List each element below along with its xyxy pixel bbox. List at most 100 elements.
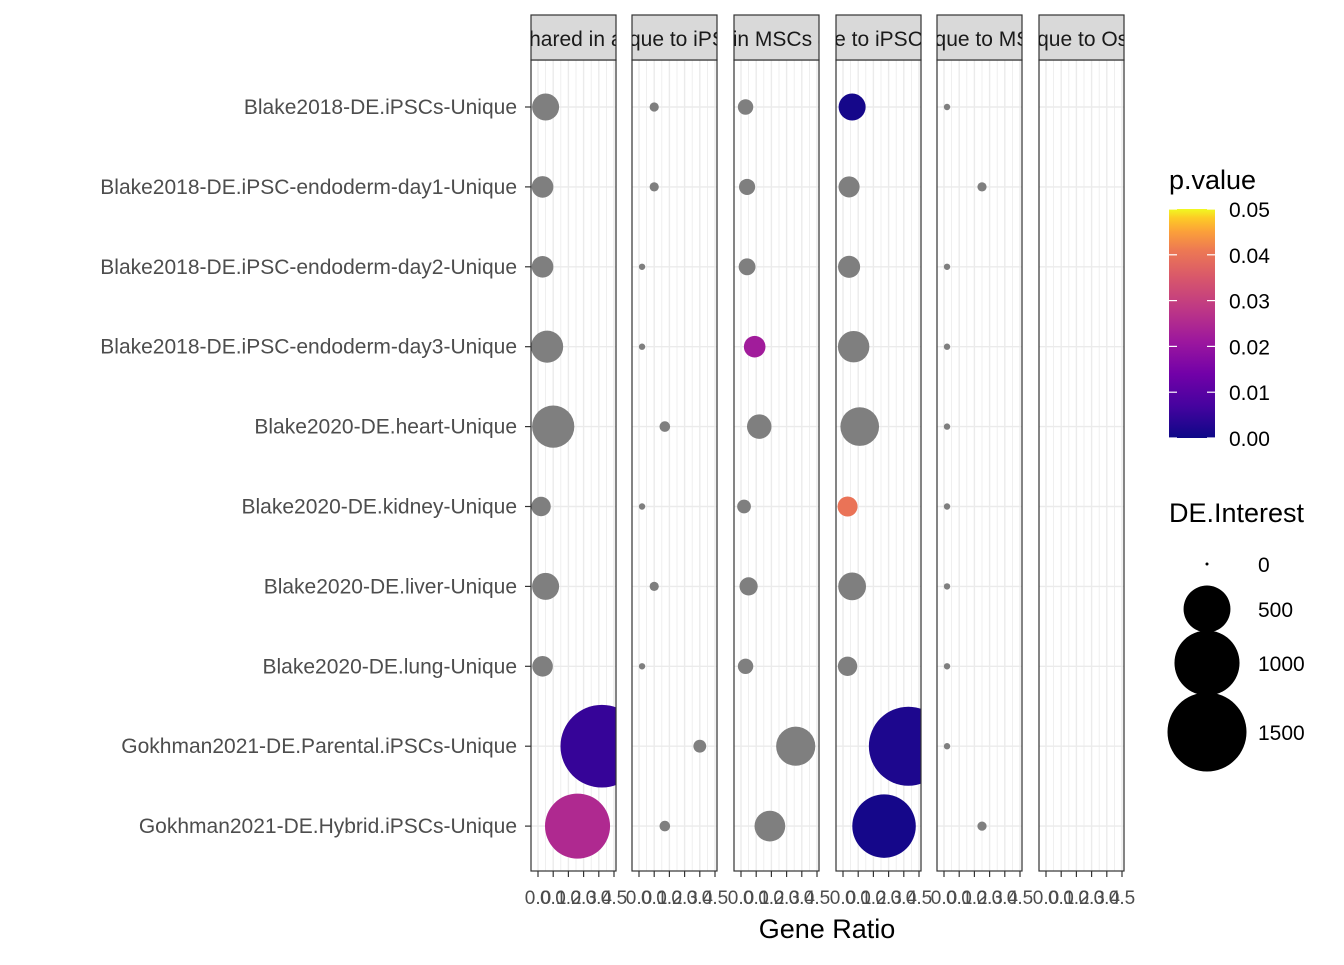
data-point [638,263,646,270]
data-point [838,93,866,121]
panel-background [937,60,1022,871]
color-legend-label: 0.01 [1229,382,1270,405]
panel-points [737,99,816,842]
data-point [560,704,616,788]
color-legend-bar [1169,209,1215,438]
facet-strip [936,14,1023,61]
x-tick-label: 0.5 [601,888,627,909]
x-tick-label: 0.5 [1109,888,1135,909]
data-point [852,794,916,858]
panel-background [632,60,717,871]
data-point [743,335,766,358]
x-tick-label: 0.5 [906,888,932,909]
data-point [531,255,554,278]
data-point [532,93,560,121]
x-tick-label: 0.1 [540,888,566,909]
y-axis-labels: Blake2018-DE.iPSCs-Unique Blake2018-DE.iP… [100,96,531,838]
panel-points [531,93,616,859]
color-legend-label: 0.05 [1229,199,1270,222]
size-legend: DE.Interest 0 500 1000 1500 [1167,498,1305,772]
x-tick-label: 0.4 [992,888,1019,909]
size-legend-key [1183,585,1231,633]
data-point [943,423,951,430]
data-point [837,656,858,677]
data-point [638,503,646,510]
y-tick-label: Blake2018-DE.iPSC-endoderm-day1-Unique [100,176,517,199]
size-legend-title: DE.Interest [1169,498,1305,528]
x-tick-label: 0.2 [1063,888,1089,909]
x-tick-label: 0.5 [804,888,830,909]
data-point [659,421,671,432]
color-legend-label: 0.04 [1229,245,1270,268]
data-point [693,739,707,753]
data-point [638,663,646,670]
size-legend-label: 500 [1258,599,1293,622]
facet-strip-label: Unique to iPSCs [597,28,751,51]
data-point [649,102,659,112]
panel-points [943,103,987,831]
x-tick-label: 0.3 [671,888,697,909]
color-legend-label: 0.03 [1229,291,1270,314]
x-tick-label: 0.2 [555,888,581,909]
data-point [838,255,861,278]
y-tick-label: Blake2020-DE.heart-Unique [254,416,517,439]
data-point [738,258,756,276]
data-point [532,405,575,448]
data-point [943,343,951,350]
data-point [943,263,951,270]
x-tick-label: 0.2 [758,888,784,909]
data-point [737,499,751,514]
size-legend-key [1174,630,1240,696]
size-legend-label: 0 [1258,554,1270,577]
data-point [531,330,564,363]
x-tick-label: 0.1 [845,888,871,909]
facet-strip [1038,14,1125,61]
facet-strip [733,14,820,61]
data-point [659,820,671,832]
x-tick-label: 0.2 [961,888,987,909]
panel-points [837,93,921,858]
data-point [649,182,659,192]
facet-panel: Shared in all 0.00.10.20.30.40.5 [525,14,627,909]
data-point [754,810,786,842]
facet-strip-label: Unique to MSCs [903,28,1056,51]
color-legend-label: 0.02 [1229,336,1270,359]
panel-background [1039,60,1124,871]
x-tick-label: 0.1 [946,888,972,909]
color-legend: p.value 0.05 0.04 0.03 0.02 0.01 0.00 [1169,165,1270,451]
data-point [943,743,951,750]
data-point [838,176,860,198]
data-point [837,330,870,363]
data-point [531,176,554,198]
x-tick-label: 0.4 [789,888,816,909]
y-tick-label: Gokhman2021-DE.Parental.iPSCs-Unique [121,735,517,758]
x-tick-label: 0.3 [875,888,901,909]
y-tick-label: Blake2018-DE.iPSC-endoderm-day3-Unique [100,336,517,359]
y-tick-label: Blake2020-DE.kidney-Unique [242,496,518,519]
data-point [649,581,659,592]
data-point [943,103,951,111]
data-point [737,99,754,115]
data-point [532,572,560,600]
y-tick-label: Blake2020-DE.liver-Unique [264,575,517,598]
y-tick-label: Blake2018-DE.iPSCs-Unique [244,96,517,119]
x-tick-label: 0.0 [525,888,551,909]
x-tick-label: 0.3 [773,888,799,909]
data-point [638,343,646,350]
data-point [977,821,987,831]
x-tick-label: 0.1 [641,888,667,909]
data-point [943,583,951,590]
data-point [840,407,880,446]
x-tick-label: 0.0 [728,888,754,909]
facet-strip [631,14,718,61]
x-tick-label: 0.5 [1007,888,1033,909]
y-tick-label: Gokhman2021-DE.Hybrid.iPSCs-Unique [139,815,517,838]
x-tick-label: 0.3 [976,888,1002,909]
x-tick-label: 0.4 [1094,888,1121,909]
